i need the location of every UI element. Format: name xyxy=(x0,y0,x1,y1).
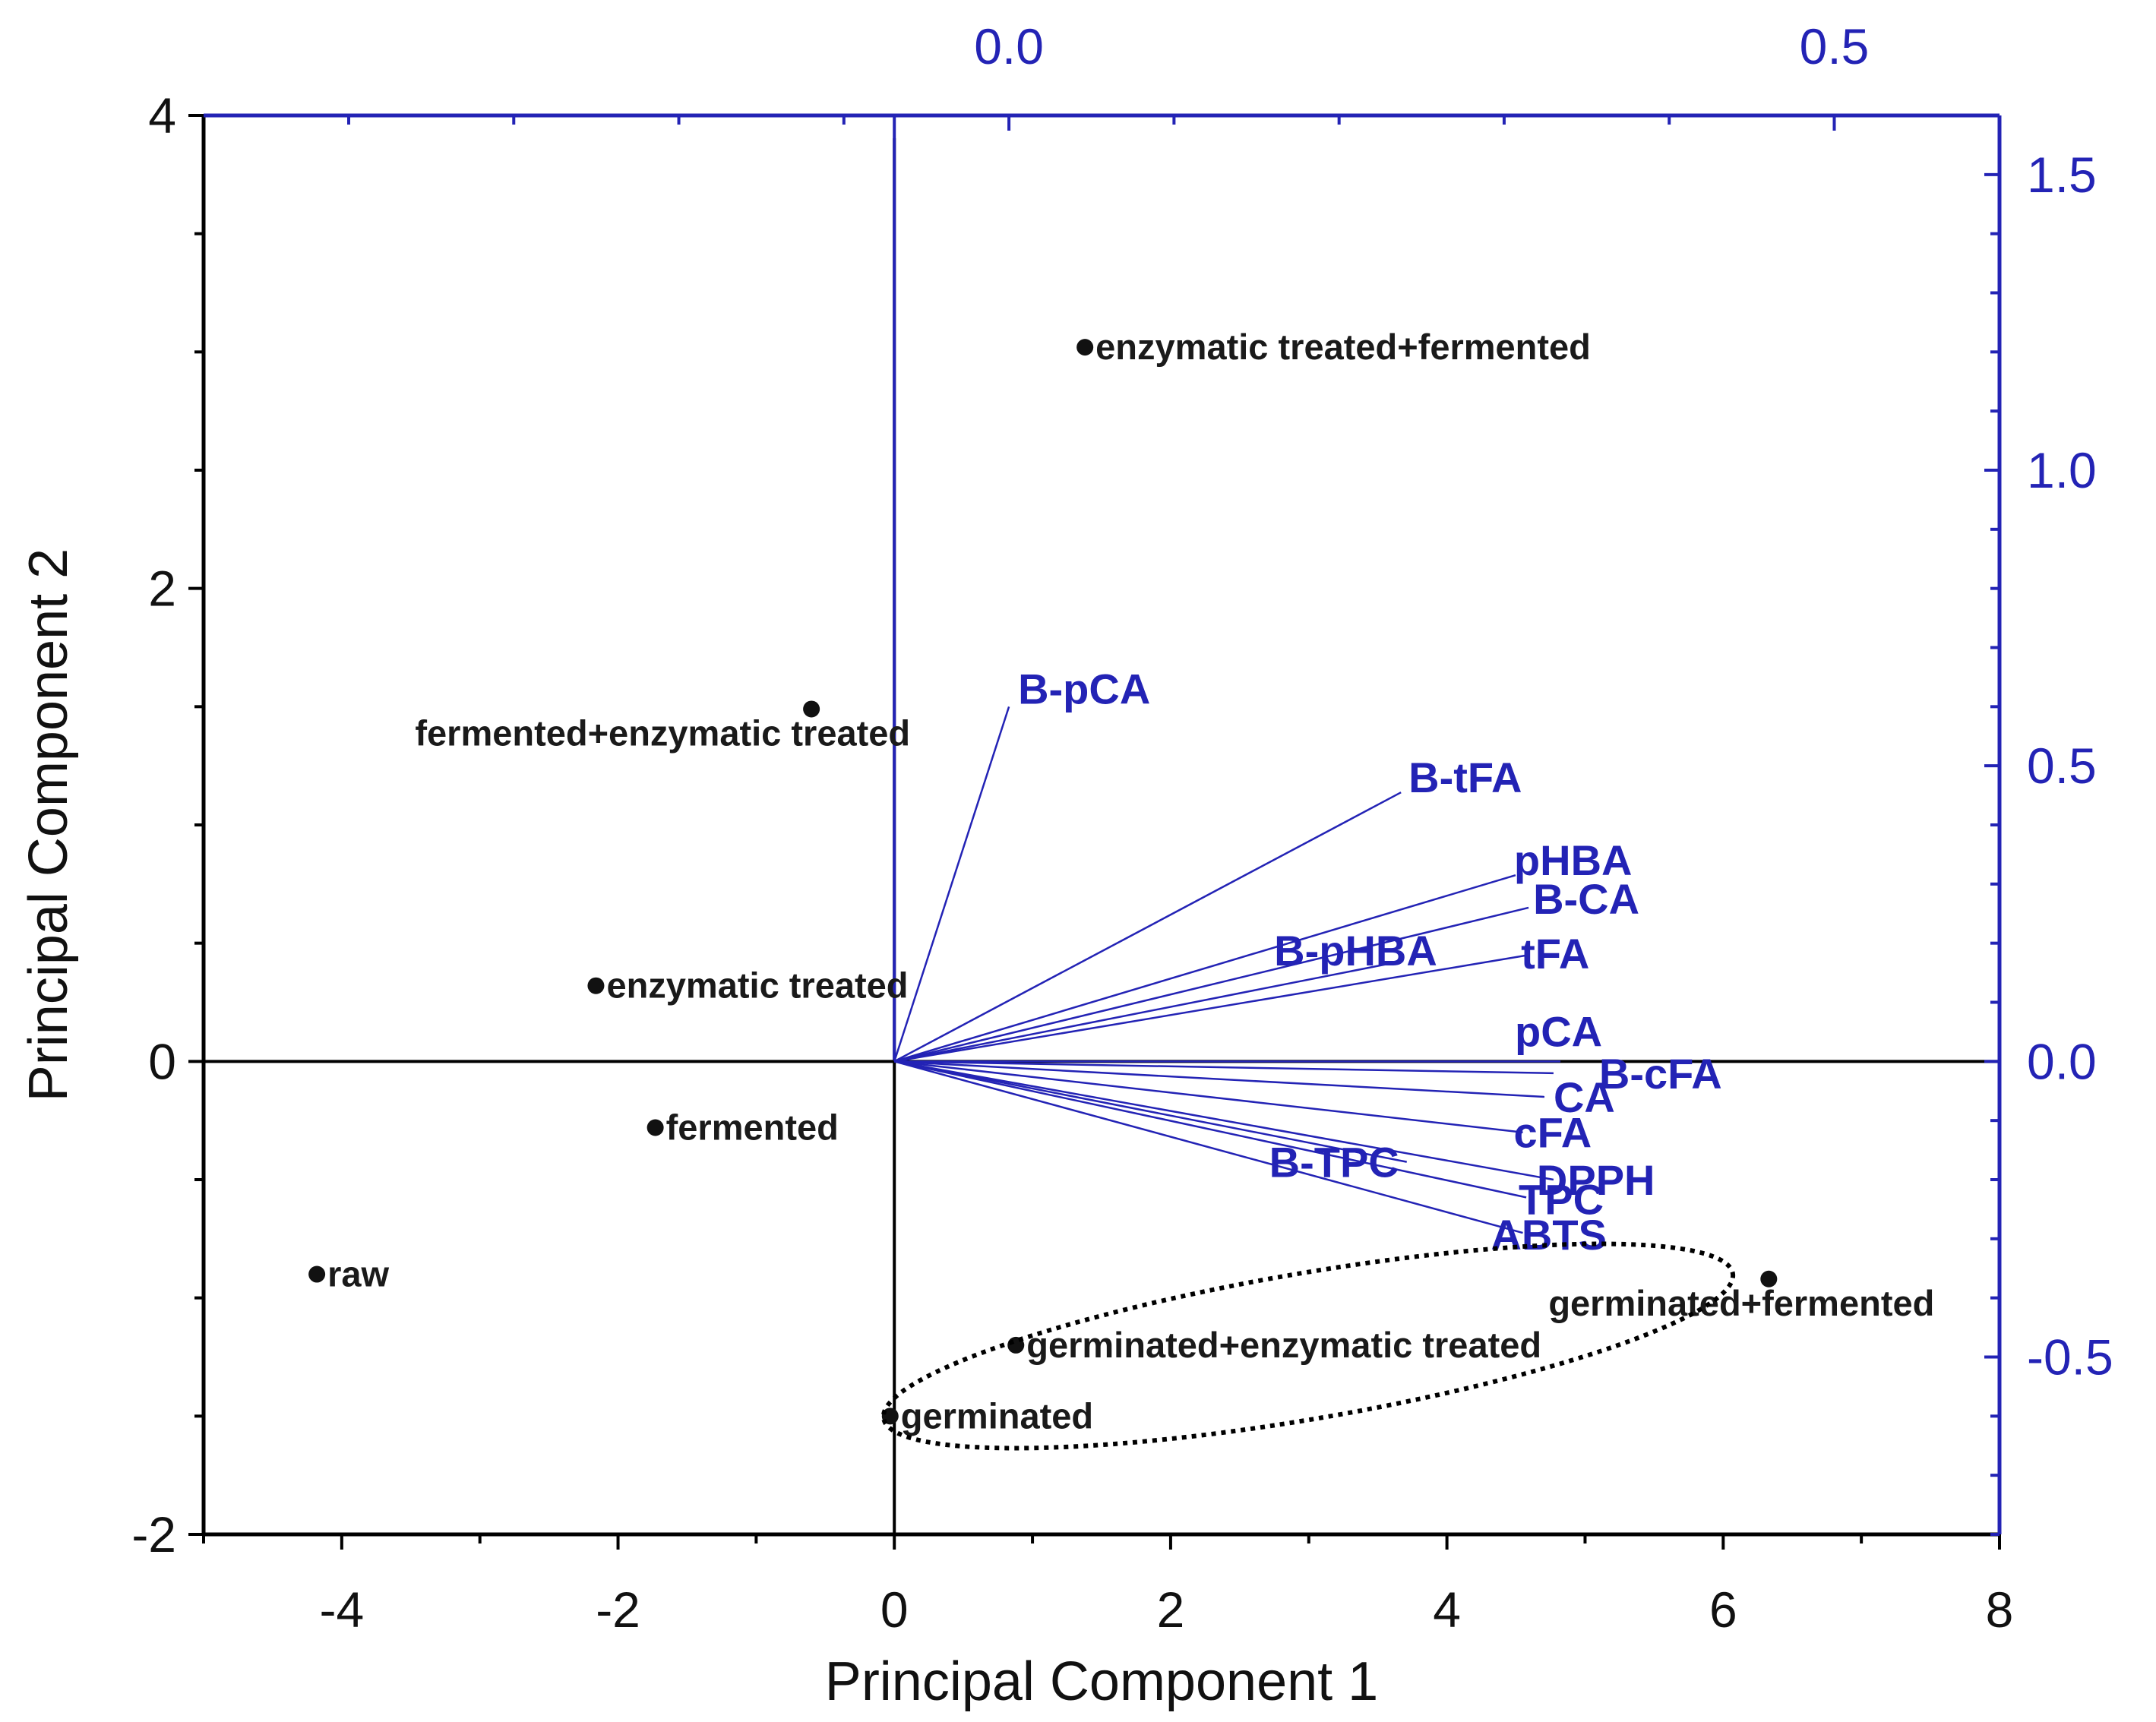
x-tick-label: 0 xyxy=(880,1581,909,1638)
score-point-enzymatic-treated xyxy=(587,977,605,994)
loading-label-b-phba: B-pHBA xyxy=(1274,927,1437,975)
score-point-fermented-plus-enzymatic-treated xyxy=(803,700,820,718)
loading-label-dpph: DPPH xyxy=(1537,1156,1655,1204)
score-point-raw xyxy=(308,1265,326,1283)
loading-label-tpc: TPC xyxy=(1519,1175,1604,1223)
score-label-fermented-plus-enzymatic-treated: fermented+enzymatic treated xyxy=(415,712,910,753)
x-tick-label: 4 xyxy=(1433,1581,1461,1638)
y-axis-title: Principal Component 2 xyxy=(18,548,79,1101)
score-label-germinated-plus-fermented: germinated+fermented xyxy=(1548,1283,1934,1323)
loading-vector-cfa xyxy=(894,1060,1523,1133)
loading-vector-phba xyxy=(893,874,1516,1063)
score-label-enzymatic-treated-plus-fermented: enzymatic treated+fermented xyxy=(1095,327,1591,367)
score-point-fermented xyxy=(646,1119,664,1136)
x-axis-title: Principal Component 1 xyxy=(825,1651,1378,1712)
loading-vector-dpph xyxy=(894,1060,1554,1181)
y-tick-label: -2 xyxy=(131,1506,176,1562)
loading-vector-tfa xyxy=(894,954,1529,1063)
y-tick-label: 4 xyxy=(148,87,176,144)
loading-label-ca: CA xyxy=(1554,1073,1615,1121)
right-tick-label: 1.0 xyxy=(2027,442,2097,498)
loading-label-cfa: cFA xyxy=(1513,1109,1592,1157)
score-label-germinated-plus-enzymatic-treated: germinated+enzymatic treated xyxy=(1026,1325,1541,1365)
score-points: enzymatic treated+fermented fermented+enz… xyxy=(308,327,1934,1436)
y-tick-label: 2 xyxy=(148,561,176,617)
y-tick-label: 0 xyxy=(148,1033,176,1089)
top-tick-label: 0.5 xyxy=(1800,18,1870,74)
right-tick-label: 0.0 xyxy=(2027,1033,2097,1089)
top-tick-label: 0.0 xyxy=(974,18,1044,74)
loading-label-b-ca: B-CA xyxy=(1533,875,1639,923)
score-label-fermented: fermented xyxy=(666,1107,839,1148)
right-tick-label: 1.5 xyxy=(2027,147,2097,203)
x-tick-label: -2 xyxy=(596,1581,640,1638)
loading-label-tfa: tFA xyxy=(1521,930,1589,978)
loading-label-pca: pCA xyxy=(1515,1007,1602,1055)
score-label-raw: raw xyxy=(327,1254,389,1294)
loading-vector-b-ca xyxy=(893,906,1529,1063)
germinated-group-ellipse xyxy=(880,1241,1736,1451)
loading-vector-abts xyxy=(893,1060,1523,1234)
right-tick-label: 0.5 xyxy=(2027,738,2097,794)
score-label-germinated: germinated xyxy=(901,1395,1093,1436)
right-tick-label: -0.5 xyxy=(2027,1329,2113,1385)
loading-label-phba: pHBA xyxy=(1514,836,1633,884)
loading-vector-b-phba xyxy=(893,959,1404,1063)
loading-label-b-cfa: B-cFA xyxy=(1599,1050,1722,1098)
score-label-enzymatic-treated: enzymatic treated xyxy=(606,965,908,1006)
x-tick-label: -4 xyxy=(320,1581,365,1638)
loading-label-abts: ABTS xyxy=(1491,1211,1606,1259)
loading-vector-b-pca xyxy=(893,706,1010,1062)
score-point-enzymatic-treated-plus-fermented xyxy=(1076,339,1094,356)
loading-vector-b-cfa xyxy=(894,1060,1554,1075)
x-tick-label: 8 xyxy=(1986,1581,2014,1638)
score-point-germinated-plus-fermented xyxy=(1760,1270,1778,1288)
axis-ticks: -4 -2 0 2 4 6 8 -2 0 2 4 0.0 0.5 -0.5 0.0 0.5 1.0 1.5 xyxy=(131,18,2113,1638)
loading-vector-tpc xyxy=(893,1060,1527,1199)
x-tick-label: 6 xyxy=(1709,1581,1737,1638)
loading-label-b-tfa: B-tFA xyxy=(1408,754,1522,801)
loading-vector-b-tpc xyxy=(893,1060,1407,1163)
loading-vector-b-tfa xyxy=(893,791,1402,1063)
x-tick-label: 2 xyxy=(1157,1581,1185,1638)
loading-vector-ca xyxy=(894,1060,1545,1098)
loading-label-b-pca: B-pCA xyxy=(1018,665,1150,712)
